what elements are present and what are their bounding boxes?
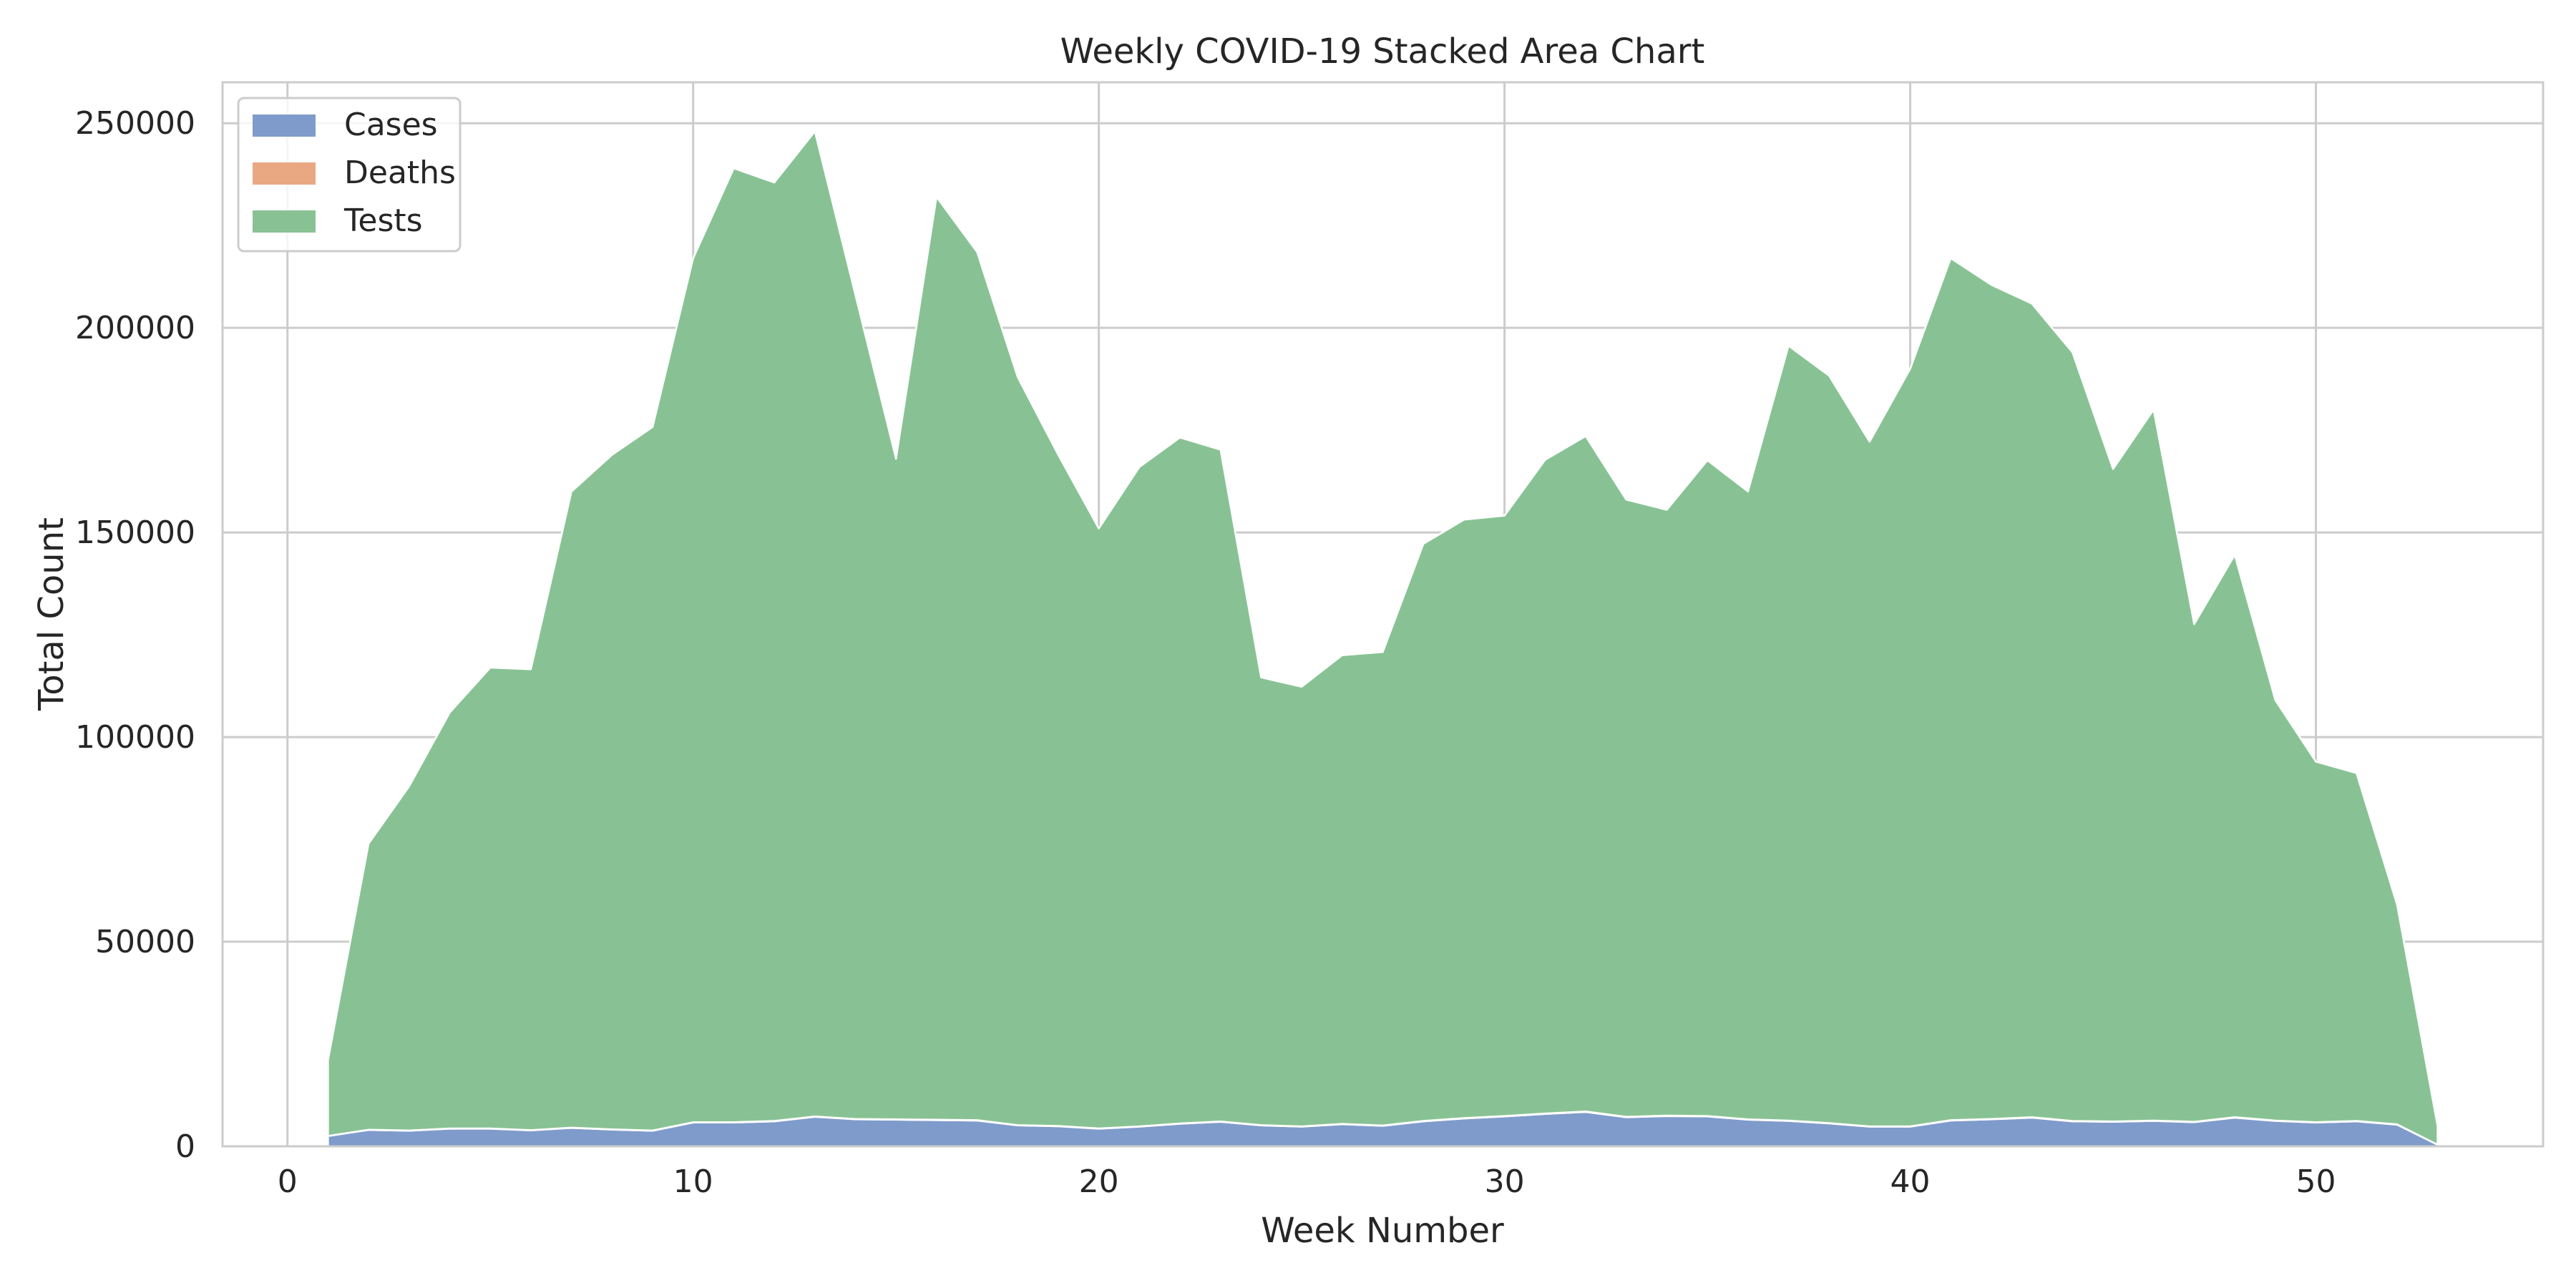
y-tick-label: 150000 [75,514,195,551]
legend: Cases Deaths Tests [237,97,462,253]
legend-label-deaths: Deaths [344,155,456,191]
legend-swatch-deaths [253,162,316,185]
x-tick-label: 0 [278,1163,298,1200]
x-tick-label: 20 [1079,1163,1119,1200]
x-tick-label: 10 [673,1163,713,1200]
y-tick-label: 50000 [95,924,195,960]
plot-frame [221,81,2545,1148]
y-tick-label: 0 [175,1128,195,1165]
x-tick-labels: 0 10 20 30 40 50 [278,1163,2336,1200]
legend-swatch-tests [253,210,316,233]
x-tick-label: 50 [2296,1163,2336,1200]
y-tick-labels: 0 50000 100000 150000 200000 250000 [75,105,195,1165]
legend-swatch-cases [253,114,316,137]
y-tick-label: 200000 [75,310,195,346]
legend-label-cases: Cases [344,107,438,143]
x-tick-label: 40 [1890,1163,1931,1200]
y-tick-label: 100000 [75,719,195,756]
legend-label-tests: Tests [343,203,423,239]
x-tick-label: 30 [1485,1163,1525,1200]
x-axis-title: Week Number [1261,1211,1504,1251]
chart-title: Weekly COVID-19 Stacked Area Chart [1060,31,1705,72]
y-tick-label: 250000 [75,105,195,142]
y-axis-title: Total Count [31,517,72,711]
area-tests [327,130,2439,1146]
